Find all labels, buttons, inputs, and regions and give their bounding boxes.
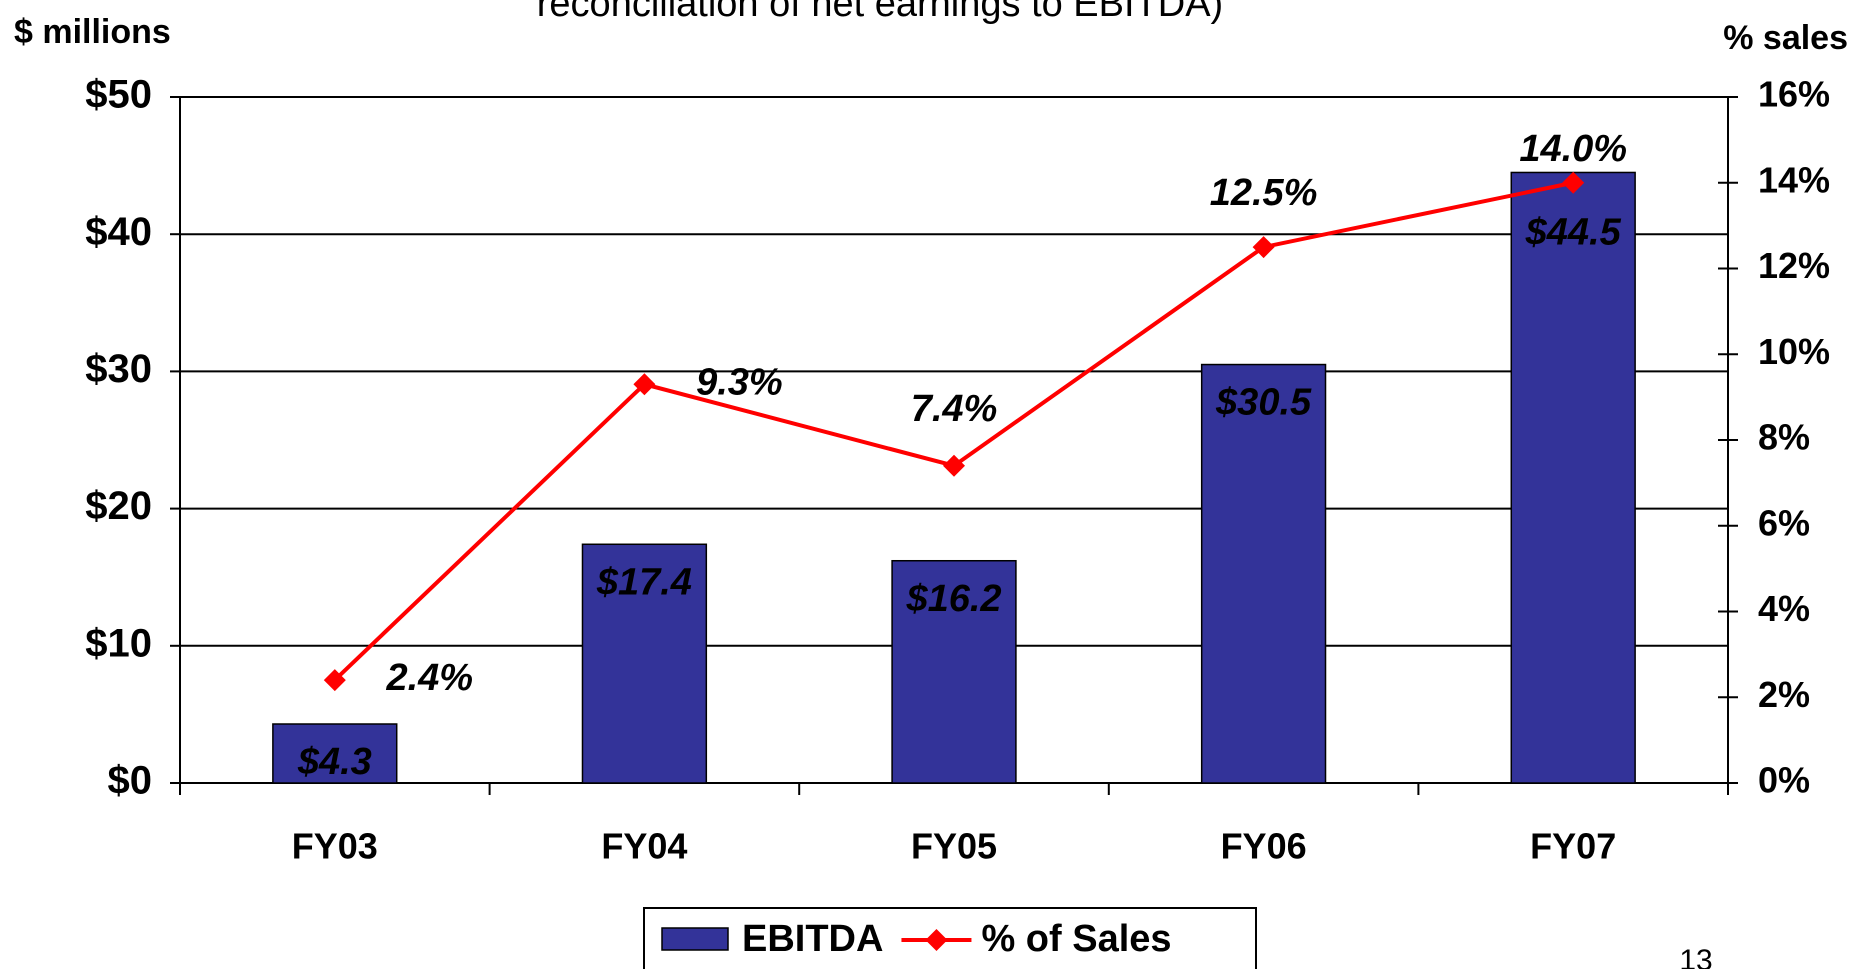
y2-axis-label: % sales xyxy=(1723,19,1848,57)
y-tick-label: $30 xyxy=(85,347,152,391)
legend-swatch xyxy=(661,927,729,951)
line-marker xyxy=(323,669,346,692)
line-value-label: 7.4% xyxy=(911,388,998,430)
page-number: 13 xyxy=(1679,944,1712,969)
line-marker xyxy=(633,373,656,396)
x-tick-label: FY07 xyxy=(1530,826,1616,867)
x-tick-label: FY05 xyxy=(911,826,997,867)
bar xyxy=(1200,363,1327,784)
y2-tick-label: 12% xyxy=(1758,245,1830,286)
y-tick-label: $10 xyxy=(85,621,152,665)
legend-label: EBITDA xyxy=(742,918,883,960)
line-value-label: 2.4% xyxy=(385,657,473,699)
y2-tick-label: 14% xyxy=(1758,159,1830,200)
bar xyxy=(581,543,708,784)
y2-tick-label: 16% xyxy=(1758,74,1830,115)
chart-title: reconciliation of net earnings to EBITDA… xyxy=(537,0,1223,25)
bar-value-label: $16.2 xyxy=(905,578,1001,620)
y-tick-label: $50 xyxy=(85,73,152,117)
line-marker xyxy=(943,454,965,477)
y2-tick-label: 6% xyxy=(1758,502,1810,543)
y-tick-label: $20 xyxy=(85,484,152,528)
y2-tick-label: 8% xyxy=(1758,417,1810,458)
line-value-label: 12.5% xyxy=(1210,172,1318,214)
y2-tick-label: 4% xyxy=(1758,588,1810,629)
y-axis-label: $ millions xyxy=(14,13,171,51)
x-tick-label: FY03 xyxy=(292,826,378,867)
y2-tick-label: 2% xyxy=(1758,674,1810,715)
legend-label: % of Sales xyxy=(981,918,1171,960)
bar xyxy=(1510,171,1636,784)
y-tick-label: $0 xyxy=(108,759,153,803)
bar-value-label: $17.4 xyxy=(596,561,692,603)
bar-value-label: $4.3 xyxy=(297,741,372,783)
bar-value-label: $44.5 xyxy=(1525,211,1622,253)
x-tick-label: FY06 xyxy=(1221,826,1307,867)
bar-value-label: $30.5 xyxy=(1215,382,1312,424)
y-tick-label: $40 xyxy=(85,210,152,254)
y2-tick-label: 10% xyxy=(1758,331,1830,372)
line-value-label: 9.3% xyxy=(696,361,783,403)
bar xyxy=(272,723,398,784)
y2-tick-label: 0% xyxy=(1758,760,1810,801)
x-tick-label: FY04 xyxy=(601,826,687,867)
legend-swatch xyxy=(925,929,948,951)
line-marker xyxy=(1562,171,1585,194)
line-value-label: 14.0% xyxy=(1519,128,1627,170)
bar xyxy=(891,559,1017,784)
line-marker xyxy=(1252,236,1275,259)
